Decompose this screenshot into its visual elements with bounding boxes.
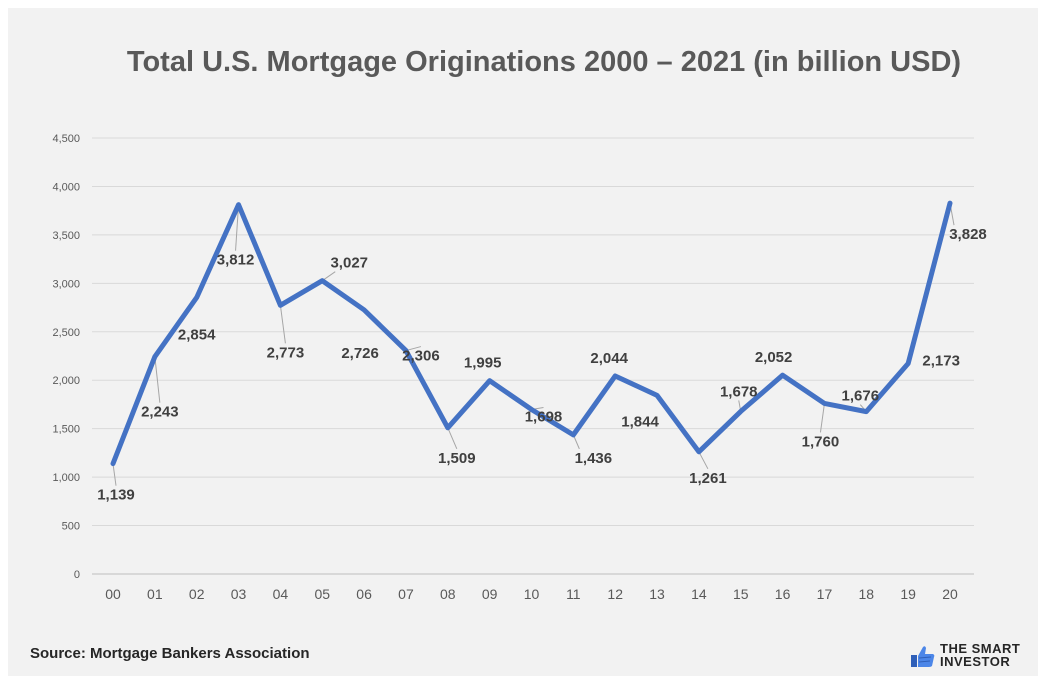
data-label: 1,436	[575, 450, 613, 467]
data-label: 2,044	[590, 350, 628, 367]
data-point	[154, 356, 156, 358]
x-axis-tick-labels: 00 01 02 03 04 05 06 07 08 09 10 11 12 13 14 15 16 17 18 19…	[105, 586, 958, 602]
leader-line	[235, 204, 240, 251]
x-tick-label: 13	[649, 586, 665, 602]
data-label: 1,676	[842, 388, 880, 405]
y-tick-label: 4,000	[52, 181, 80, 193]
brand-name: THE SMART INVESTOR	[940, 642, 1020, 668]
y-tick-label: 3,000	[52, 278, 80, 290]
data-point	[614, 375, 616, 377]
leader-line	[572, 434, 580, 450]
data-point	[949, 202, 951, 204]
x-tick-label: 20	[942, 586, 958, 602]
data-label: 1,995	[464, 355, 502, 372]
x-tick-label: 05	[314, 586, 330, 602]
leader-line	[154, 356, 161, 403]
leader-line	[819, 403, 825, 433]
data-point	[823, 402, 825, 404]
leader-line	[112, 463, 117, 486]
y-tick-label: 3,500	[52, 230, 80, 242]
source-note: Source: Mortgage Bankers Association	[30, 645, 310, 662]
y-tick-label: 4,500	[52, 133, 80, 145]
data-label: 1,760	[802, 433, 840, 450]
brand-logo: THE SMART INVESTOR	[910, 640, 1030, 672]
data-labels: 1,139 2,243 2,854 3,812 2,773 3,027 2,726 2,306…	[97, 226, 987, 504]
data-label: 3,027	[330, 255, 368, 272]
data-point	[196, 296, 198, 298]
x-tick-label: 04	[273, 586, 289, 602]
x-tick-label: 19	[900, 586, 916, 602]
data-point	[321, 280, 323, 282]
x-tick-label: 14	[691, 586, 707, 602]
x-tick-label: 10	[524, 586, 540, 602]
thumbs-up-icon	[911, 646, 935, 667]
chart-panel	[8, 8, 1038, 676]
data-point	[279, 304, 281, 306]
data-point	[238, 204, 240, 206]
y-axis-tick-labels: 0 500 1,000 1,500 2,000 2,500 3,000 3,500 4,000 4…	[52, 133, 80, 581]
x-tick-label: 17	[817, 586, 833, 602]
data-point	[907, 362, 909, 364]
data-label: 1,261	[689, 470, 727, 487]
data-point	[865, 411, 867, 413]
data-label: 1,698	[525, 408, 563, 425]
data-label: 1,509	[438, 450, 476, 467]
data-point	[698, 451, 700, 453]
data-point	[572, 434, 574, 436]
y-tick-label: 2,000	[52, 375, 80, 387]
brand-line-2: INVESTOR	[940, 654, 1011, 669]
data-label: 3,828	[949, 226, 987, 243]
y-tick-label: 1,000	[52, 472, 80, 484]
chart-title: Total U.S. Mortgage Originations 2000 – …	[126, 46, 962, 78]
data-label: 1,844	[621, 413, 659, 430]
leader-line	[447, 427, 458, 449]
y-tick-label: 500	[62, 521, 80, 533]
data-point	[112, 463, 114, 465]
data-point	[405, 350, 407, 352]
x-tick-label: 09	[482, 586, 498, 602]
x-tick-label: 11	[566, 586, 581, 602]
x-tick-label: 18	[859, 586, 875, 602]
data-label: 1,678	[720, 383, 758, 400]
x-tick-label: 02	[189, 586, 205, 602]
y-tick-label: 2,500	[52, 327, 80, 339]
data-label: 2,173	[922, 352, 960, 369]
x-tick-label: 15	[733, 586, 749, 602]
leader-line	[698, 451, 709, 470]
data-label: 2,306	[402, 348, 440, 365]
data-point	[489, 380, 491, 382]
x-tick-label: 06	[356, 586, 372, 602]
data-point	[363, 309, 365, 311]
data-label: 2,773	[267, 344, 305, 361]
x-tick-label: 12	[607, 586, 623, 602]
leader-line	[279, 305, 286, 344]
x-tick-label: 00	[105, 586, 121, 602]
gridlines	[92, 137, 974, 575]
x-tick-label: 07	[398, 586, 414, 602]
data-label: 2,052	[755, 349, 793, 366]
y-tick-label: 0	[74, 569, 80, 581]
data-point	[740, 410, 742, 412]
data-label: 2,726	[341, 345, 379, 362]
data-point	[656, 394, 658, 396]
y-tick-label: 1,500	[52, 424, 80, 436]
data-point	[447, 427, 449, 429]
series-line	[110, 200, 953, 467]
x-tick-label: 08	[440, 586, 456, 602]
data-point	[531, 408, 532, 410]
x-tick-label: 16	[775, 586, 791, 602]
brand-line-1: THE SMART	[940, 641, 1021, 656]
data-point	[782, 374, 784, 376]
data-label: 1,139	[97, 487, 135, 504]
data-label: 2,854	[178, 326, 216, 343]
x-tick-label: 03	[231, 586, 247, 602]
x-tick-label: 01	[147, 586, 163, 602]
data-label: 3,812	[217, 252, 255, 269]
leader-line	[405, 346, 422, 352]
data-label: 2,243	[141, 404, 179, 421]
